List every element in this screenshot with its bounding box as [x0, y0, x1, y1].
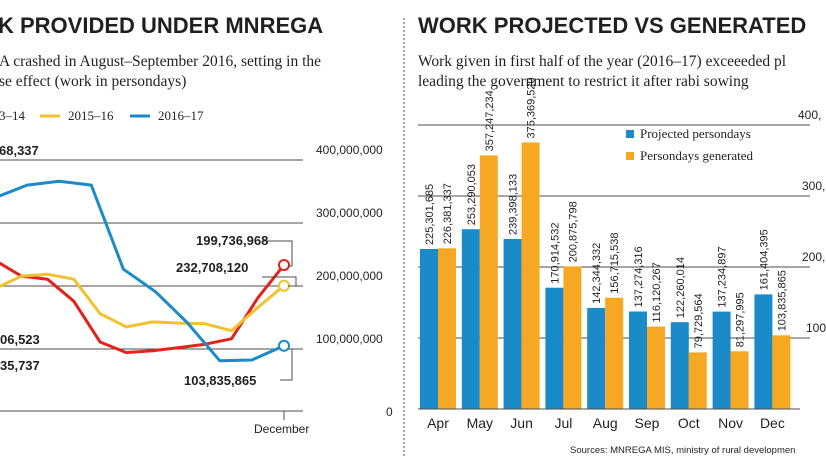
line-chart-title: K PROVIDED UNDER MNREGA	[0, 13, 323, 38]
bar-value-label-generated-aug: 156,715,538	[609, 233, 621, 294]
bar-value-label-generated-apr: 226,381,337	[442, 183, 454, 244]
bar-chart-title: WORK PROJECTED VS GENERATED	[418, 13, 806, 38]
annotation-199736968: 199,736,968	[196, 233, 268, 248]
bar-value-label-projected-jun: 239,398,133	[508, 174, 520, 235]
line-chart-subtitle-2: se effect (work in persondays)	[0, 73, 186, 90]
bar-value-label-generated-nov: 81,297,995	[735, 292, 747, 347]
bar-chart-panel: WORK PROJECTED VS GENERATED Work given i…	[418, 13, 826, 456]
series-line-2013-14	[0, 261, 286, 355]
x-category-dec: Dec	[760, 415, 785, 431]
bar-generated-jun	[521, 142, 540, 409]
bar-generated-dec	[772, 335, 791, 409]
bar-y-tick-400m: 400,	[798, 108, 821, 122]
x-category-apr: Apr	[427, 415, 449, 431]
bar-projected-oct	[670, 322, 689, 409]
legend-swatch-projected	[626, 130, 634, 138]
bar-value-label-projected-dec: 161,404,395	[758, 229, 770, 290]
series-endpoint-1	[278, 279, 290, 292]
bar-generated-oct	[688, 352, 707, 409]
bar-value-label-projected-oct: 122,260,014	[675, 257, 687, 318]
legend-label-projected: Projected persondays	[640, 126, 751, 141]
bar-generated-nov	[730, 351, 749, 409]
annotation-leader-2015-16	[262, 240, 293, 267]
x-category-sep: Sep	[635, 415, 660, 431]
legend-label-2013-14: 3–14	[0, 108, 26, 123]
source-note: Sources: MNREGA MIS, ministry of rural d…	[570, 445, 795, 456]
annotation-35737: 35,737	[0, 358, 40, 373]
x-category-aug: Aug	[593, 415, 618, 431]
bar-projected-jun	[503, 239, 522, 409]
bar-generated-aug	[605, 297, 624, 409]
legend-label-2015-16: 2015–16	[68, 108, 114, 123]
annotation-leader-2016-17	[280, 348, 293, 381]
x-category-jun: Jun	[510, 415, 533, 431]
legend-swatch-generated	[626, 152, 634, 160]
annotation-232708120: 232,708,120	[176, 260, 248, 275]
bar-projected-may	[461, 229, 480, 409]
bar-projected-apr	[420, 249, 438, 409]
x-label-december: December	[254, 422, 309, 436]
y-tick-400m: 400,000,000	[316, 143, 383, 157]
bar-y-tick-200m: 200,	[802, 250, 825, 264]
annotation-leader-2013-14	[262, 276, 297, 287]
bar-value-label-generated-may: 357,247,234	[484, 90, 496, 151]
bar-value-label-projected-jul: 170,914,532	[549, 223, 561, 284]
bar-chart-subtitle-1: Work given in first half of the year (20…	[418, 53, 786, 70]
series-line-2015-16	[0, 272, 285, 333]
series-endpoint-2	[278, 339, 290, 352]
bar-generated-may	[479, 155, 498, 409]
bar-value-label-projected-apr: 225,301,685	[424, 184, 436, 245]
x-category-may: May	[467, 415, 493, 431]
annotation-06523: 06,523	[0, 332, 40, 347]
annotation-68337: 68,337	[0, 143, 39, 158]
bar-value-label-projected-aug: 142,344,332	[591, 243, 603, 304]
bar-projected-jul	[545, 287, 564, 409]
bar-value-label-generated-jul: 200,875,798	[567, 201, 579, 262]
y-tick-100m: 100,000,000	[316, 332, 383, 346]
bar-generated-jul	[563, 266, 582, 409]
line-chart-panel: K PROVIDED UNDER MNREGA A crashed in Aug…	[0, 13, 393, 436]
legend-label-2016-17: 2016–17	[158, 108, 204, 123]
bar-projected-nov	[712, 311, 731, 409]
legend-label-generated: Persondays generated	[640, 148, 753, 163]
y-tick-0: 0	[386, 405, 393, 419]
line-chart-subtitle-1: A crashed in August–September 2016, sett…	[0, 53, 321, 70]
x-category-oct: Oct	[678, 415, 700, 431]
bar-value-label-generated-dec: 103,835,865	[776, 270, 788, 331]
bar-generated-apr	[438, 248, 456, 409]
x-category-jul: Jul	[554, 415, 572, 431]
series-line-2016-17	[0, 179, 285, 363]
bar-y-tick-300m: 300,	[802, 179, 825, 193]
bar-projected-sep	[629, 311, 647, 409]
y-tick-200m: 200,000,000	[316, 269, 383, 283]
bar-projected-aug	[587, 307, 606, 409]
annotation-103835865: 103,835,865	[184, 373, 256, 388]
bar-generated-sep	[647, 326, 665, 409]
series-endpoint-0	[278, 259, 290, 271]
bar-projected-dec	[754, 294, 773, 409]
bar-value-label-generated-oct: 79,729,564	[693, 293, 705, 348]
bar-value-label-generated-jun: 375,369,520	[526, 77, 538, 138]
bar-y-tick-100m: 100,	[806, 321, 826, 335]
bar-value-label-projected-sep: 137,274,316	[633, 246, 645, 307]
y-tick-300m: 300,000,000	[316, 206, 383, 220]
bar-value-label-projected-may: 253,290,053	[466, 164, 478, 225]
bar-chart-subtitle-2: leading the government to restrict it af…	[418, 73, 749, 90]
bar-value-label-generated-sep: 116,120,267	[651, 262, 663, 322]
x-category-nov: Nov	[718, 415, 743, 431]
bar-value-label-projected-nov: 137,234,897	[717, 246, 729, 307]
